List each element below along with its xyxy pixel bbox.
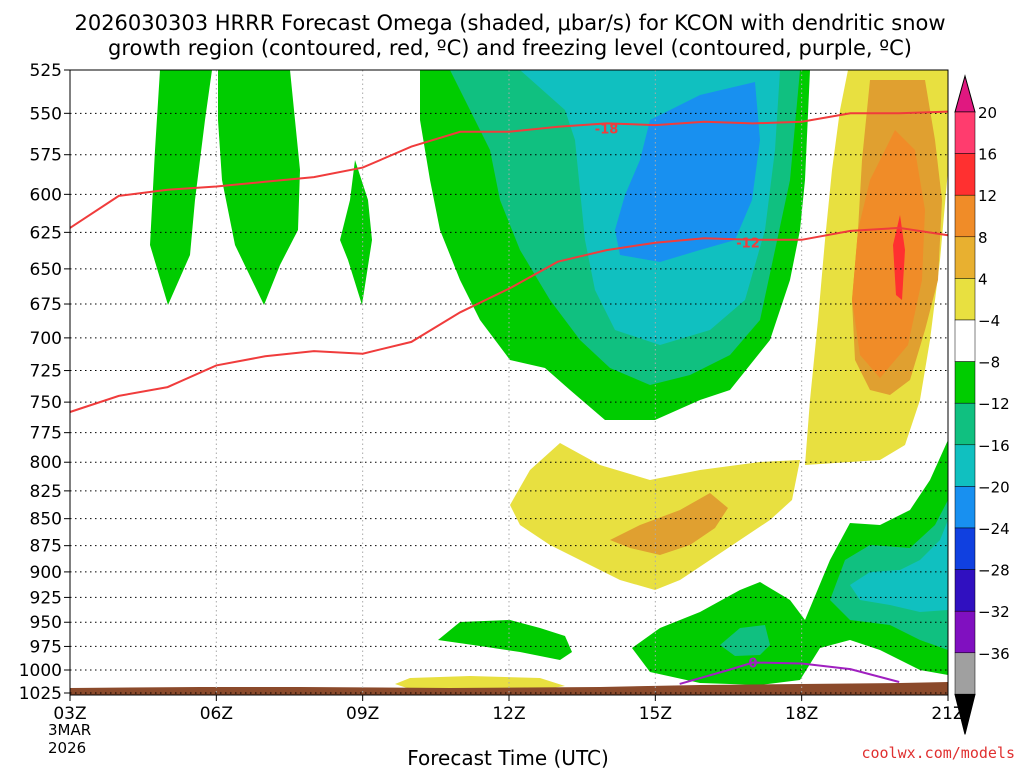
colorbar-swatch [954, 319, 976, 362]
omega-region-descent-small [395, 676, 565, 690]
colorbar-swatch [954, 610, 976, 654]
omega-shading [150, 70, 948, 690]
colorbar-label: −20 [978, 478, 1010, 496]
x-tick-label: 09Z [346, 704, 379, 724]
omega-region-descent-right-4 [893, 215, 905, 300]
freezing-level-contour [679, 661, 900, 685]
pressure-axis-labels: 525 550 575 600 625 650 675 700 725 750 775 800 825 8… [19, 61, 62, 704]
plot-frame [69, 69, 949, 696]
x-axis-title: Forecast Time (UTC) [407, 746, 609, 768]
y-tick-label: 800 [30, 453, 62, 473]
colorbar-swatch [954, 194, 976, 238]
omega-region-ascent-low [632, 440, 948, 685]
date-month-label: 3MAR [48, 721, 91, 739]
colorbar: 20 16 12 8 4 −4 −8 −12 −16 −20 −24 −28 −32 −36 [954, 74, 1010, 735]
omega-region-ascent-low-3 [850, 520, 948, 612]
colorbar-label: −32 [978, 603, 1010, 621]
y-tick-label: 675 [30, 295, 62, 315]
contour-label: -18 [595, 122, 619, 137]
contours: -18 -12 0 [69, 110, 949, 685]
omega-region-ascent-b [218, 70, 300, 305]
dgz-contour-minus12 [69, 226, 949, 413]
contour-label: 0 [748, 657, 757, 672]
time-gridlines [69, 70, 949, 701]
y-tick-label: 900 [30, 563, 62, 583]
date-year-label: 2026 [48, 739, 86, 757]
colorbar-top-arrow [954, 74, 976, 113]
y-tick-label: 850 [30, 510, 62, 530]
omega-region-descent-mid-2 [610, 493, 728, 555]
colorbar-swatch [954, 652, 976, 695]
y-tick-label: 950 [30, 613, 62, 633]
time-axis-labels: 03Z 06Z 09Z 12Z 15Z 18Z 21Z [53, 704, 964, 724]
x-tick-label: 21Z [931, 704, 964, 724]
x-tick-label: 06Z [200, 704, 233, 724]
omega-region-ascent-small [438, 620, 572, 660]
y-tick-label: 775 [30, 424, 62, 444]
colorbar-swatch [954, 111, 976, 154]
colorbar-label: −16 [978, 437, 1010, 455]
omega-region-ascent-main-4 [615, 82, 760, 262]
colorbar-label: 8 [978, 229, 988, 247]
y-tick-label: 550 [30, 104, 62, 124]
chart-title-line1: 2026030303 HRRR Forecast Omega (shaded, … [74, 11, 945, 35]
colorbar-swatch [954, 569, 976, 612]
y-tick-label: 825 [30, 482, 62, 502]
y-tick-label: 750 [30, 393, 62, 413]
colorbar-label: −8 [978, 354, 1000, 372]
y-tick-label: 650 [30, 260, 62, 280]
colorbar-label: 4 [978, 270, 988, 288]
contour-label: -12 [736, 237, 760, 252]
colorbar-label: −24 [978, 520, 1010, 538]
colorbar-label: 16 [978, 146, 997, 164]
x-tick-label: 15Z [639, 704, 672, 724]
y-tick-label: 1025 [19, 684, 62, 704]
colorbar-label: 12 [978, 187, 997, 205]
omega-region-ascent-a [150, 70, 212, 305]
y-tick-label: 925 [30, 588, 62, 608]
y-tick-label: 975 [30, 637, 62, 657]
colorbar-swatch [954, 236, 976, 279]
y-tick-label: 875 [30, 537, 62, 557]
colorbar-label: −12 [978, 395, 1010, 413]
y-tick-label: 1000 [19, 661, 62, 681]
credit-label: coolwx.com/models [861, 744, 1015, 762]
omega-region-descent-right-3 [852, 130, 925, 378]
y-tick-label: 575 [30, 146, 62, 166]
y-tick-label: 625 [30, 223, 62, 243]
dgz-contour-minus18 [69, 110, 949, 229]
chart-title-line2: growth region (contoured, red, ºC) and f… [108, 36, 912, 60]
colorbar-swatch [954, 486, 976, 529]
x-tick-label: 18Z [785, 704, 818, 724]
ground-terrain [70, 682, 948, 695]
colorbar-swatch [954, 278, 976, 321]
y-tick-label: 700 [30, 329, 62, 349]
omega-region-ascent-low-4 [720, 625, 770, 656]
colorbar-swatch [954, 527, 976, 570]
colorbar-label: −28 [978, 562, 1010, 580]
colorbar-label: −36 [978, 645, 1010, 663]
colorbar-swatch [954, 444, 976, 487]
colorbar-label: −4 [978, 312, 1000, 330]
x-tick-label: 12Z [492, 704, 525, 724]
colorbar-label: 20 [978, 104, 997, 122]
colorbar-swatch [954, 361, 976, 404]
y-tick-label: 725 [30, 362, 62, 382]
colorbar-swatch [954, 402, 976, 446]
colorbar-swatch [954, 153, 976, 196]
colorbar-bottom-arrow [954, 693, 976, 735]
y-tick-label: 525 [30, 61, 62, 81]
x-tick-label: 03Z [53, 704, 86, 724]
y-tick-label: 600 [30, 185, 62, 205]
